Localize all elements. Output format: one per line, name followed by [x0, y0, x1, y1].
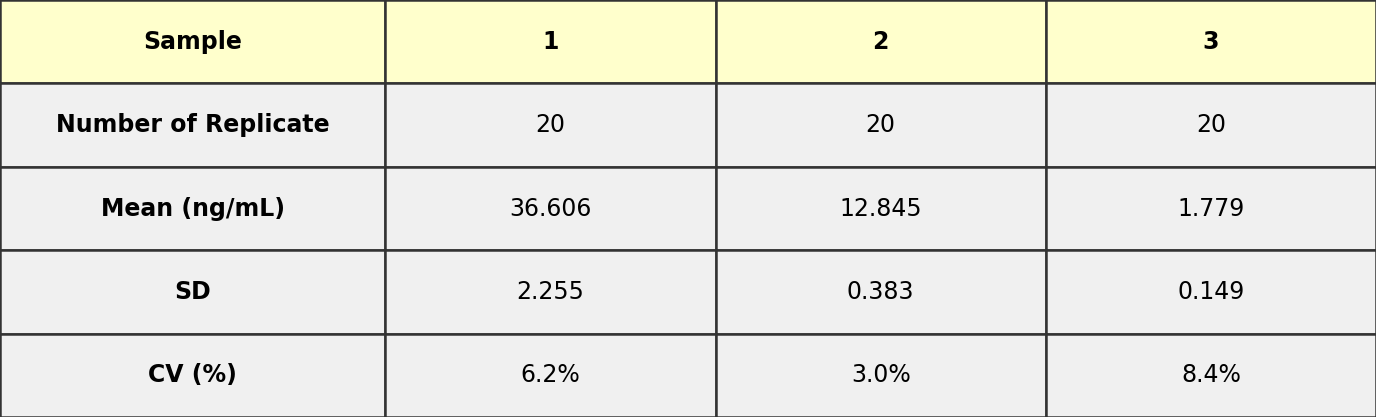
Bar: [0, 250, 385, 334]
Bar: [716, 334, 1046, 417]
Bar: [385, 250, 716, 334]
Text: 20: 20: [1196, 113, 1226, 137]
Text: 3.0%: 3.0%: [850, 363, 911, 387]
Text: 0.383: 0.383: [846, 280, 915, 304]
Bar: [385, 334, 716, 417]
Bar: [385, 83, 716, 167]
Text: 12.845: 12.845: [839, 196, 922, 221]
Text: 1: 1: [542, 30, 559, 54]
Bar: [1046, 0, 1376, 83]
Text: 0.149: 0.149: [1178, 280, 1244, 304]
Bar: [1046, 83, 1376, 167]
Bar: [385, 167, 716, 250]
Bar: [0, 0, 385, 83]
Bar: [716, 250, 1046, 334]
Bar: [0, 334, 385, 417]
Bar: [1046, 334, 1376, 417]
Bar: [716, 167, 1046, 250]
Text: Number of Replicate: Number of Replicate: [56, 113, 329, 137]
Text: Mean (ng/mL): Mean (ng/mL): [100, 196, 285, 221]
Bar: [716, 83, 1046, 167]
Bar: [385, 0, 716, 83]
Text: CV (%): CV (%): [149, 363, 237, 387]
Bar: [0, 167, 385, 250]
Bar: [0, 83, 385, 167]
Bar: [716, 0, 1046, 83]
Text: 36.606: 36.606: [509, 196, 592, 221]
Text: 20: 20: [535, 113, 566, 137]
Text: 3: 3: [1203, 30, 1219, 54]
Bar: [1046, 167, 1376, 250]
Text: SD: SD: [175, 280, 211, 304]
Text: 2: 2: [872, 30, 889, 54]
Text: 20: 20: [866, 113, 896, 137]
Text: 1.779: 1.779: [1178, 196, 1244, 221]
Text: 2.255: 2.255: [516, 280, 585, 304]
Text: Sample: Sample: [143, 30, 242, 54]
Text: 8.4%: 8.4%: [1181, 363, 1241, 387]
Bar: [1046, 250, 1376, 334]
Text: 6.2%: 6.2%: [520, 363, 581, 387]
